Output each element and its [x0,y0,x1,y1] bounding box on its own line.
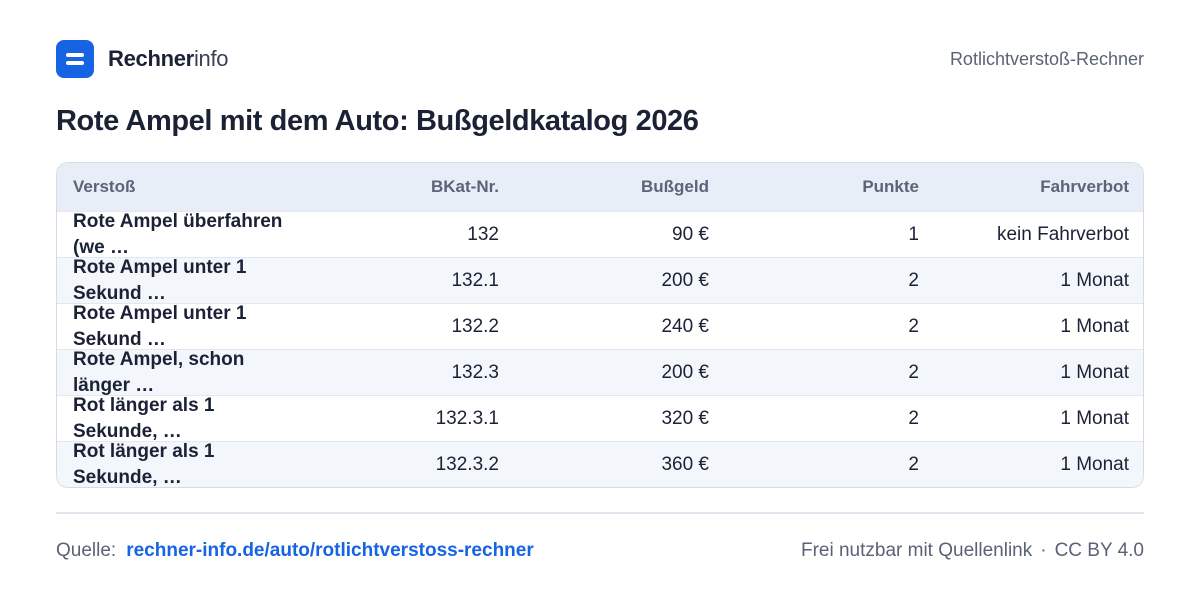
cell-punkte: 2 [908,269,919,291]
table-row: Rote Ampel überfahren (we … 132 90 € 1 k… [57,211,1143,258]
cell-bkat: 132.3.2 [435,453,499,475]
cell-verstoss-text: Rote Ampel unter 1 Sekund … [73,257,247,304]
cell-punkte: 2 [908,453,919,475]
source-link[interactable]: rechner-info.de/auto/rotlichtverstoss-re… [126,540,534,561]
cell-fahrverbot: 1 Monat [1060,315,1129,337]
cell-fahrverbot: 1 Monat [1060,453,1129,475]
column-header-verstoss: Verstoß [73,177,136,196]
column-header-bussgeld: Bußgeld [641,177,709,196]
cell-punkte: 2 [908,361,919,383]
table-row: Rot länger als 1 Sekunde, … 132.3.2 360 … [57,441,1143,487]
cell-bussgeld: 320 € [661,407,709,429]
cell-verstoss-text: Rote Ampel unter 1 Sekund … [73,303,247,350]
brand-name: Rechnerinfo [108,46,229,72]
cell-fahrverbot: 1 Monat [1060,361,1129,383]
page-title: Rote Ampel mit dem Auto: Bußgeldkatalog … [56,105,699,137]
footer-divider [56,512,1144,514]
cell-bussgeld: 200 € [661,269,709,291]
cell-punkte: 1 [908,223,919,245]
cell-verstoss: Rote Ampel unter 1 Sekund … [57,304,287,350]
table-header-row: Verstoß BKat-Nr. Bußgeld Punkte Fahrverb… [57,163,1143,211]
cell-verstoss: Rote Ampel überfahren (we … [57,212,287,258]
cell-bkat: 132.2 [451,315,499,337]
cell-verstoss: Rot länger als 1 Sekunde, … [57,442,287,488]
license-text: Frei nutzbar mit Quellenlink [800,540,1033,561]
column-header-bkat: BKat-Nr. [430,177,499,196]
table-row: Rot länger als 1 Sekunde, … 132.3.1 320 … [57,395,1143,442]
cell-verstoss-text: Rote Ampel, schon länger … [73,349,245,396]
cell-bussgeld: 200 € [661,361,709,383]
header: Rechnerinfo Rotlichtverstoß-Rechner [56,40,1144,78]
cell-verstoss-text: Rote Ampel überfahren (we … [73,211,283,258]
cell-fahrverbot: kein Fahrverbot [996,223,1129,245]
cell-fahrverbot: 1 Monat [1060,269,1129,291]
cell-verstoss: Rote Ampel, schon länger … [57,350,287,396]
brand-logo[interactable]: Rechnerinfo [56,40,229,78]
cell-verstoss-text: Rot länger als 1 Sekunde, … [73,441,215,488]
cell-bussgeld: 240 € [661,315,709,337]
cell-verstoss-text: Rot länger als 1 Sekunde, … [73,395,215,442]
fines-table: Verstoß BKat-Nr. Bußgeld Punkte Fahrverb… [56,162,1144,488]
cell-fahrverbot: 1 Monat [1060,407,1129,429]
menu-icon [56,40,94,78]
table-row: Rote Ampel unter 1 Sekund … 132.1 200 € … [57,257,1143,304]
source-label: Quelle: [56,540,117,561]
cell-verstoss: Rot länger als 1 Sekunde, … [57,396,287,442]
brand-name-strong: Rechner [108,46,194,71]
column-header-fahrverbot: Fahrverbot [1040,177,1129,196]
cell-punkte: 2 [908,315,919,337]
cell-punkte: 2 [908,407,919,429]
license-info: Frei nutzbar mit Quellenlink · CC BY 4.0 [801,540,1144,562]
license-name: CC BY 4.0 [1054,540,1144,561]
cell-bkat: 132.3 [451,361,499,383]
brand-name-light: info [193,46,229,71]
cell-bkat: 132.1 [451,269,499,291]
footer: Quelle: rechner-info.de/auto/rotlichtvers… [56,538,1144,564]
column-header-punkte: Punkte [862,177,919,196]
license-separator: · [1040,540,1047,561]
cell-verstoss: Rote Ampel unter 1 Sekund … [57,258,287,304]
tool-name: Rotlichtverstoß-Rechner [949,48,1144,69]
cell-bussgeld: 90 € [672,223,709,245]
table-row: Rote Ampel unter 1 Sekund … 132.2 240 € … [57,303,1143,350]
cell-bussgeld: 360 € [661,453,709,475]
table-row: Rote Ampel, schon länger … 132.3 200 € 2… [57,349,1143,396]
cell-bkat: 132 [467,223,499,245]
source-attribution: Quelle: rechner-info.de/auto/rotlichtvers… [56,540,534,562]
cell-bkat: 132.3.1 [435,407,499,429]
